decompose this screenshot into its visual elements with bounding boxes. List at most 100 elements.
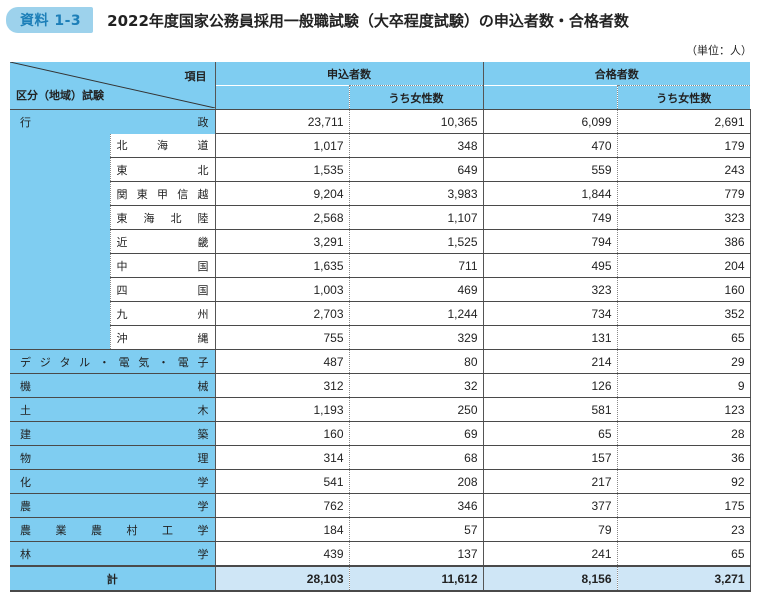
value-cell: 312 xyxy=(215,373,350,398)
value-cell: 28 xyxy=(617,421,751,446)
label-char: 学 xyxy=(197,475,209,489)
value-cell: 250 xyxy=(349,397,484,422)
value-cell: 2,703 xyxy=(215,301,350,326)
value-cell: 439 xyxy=(215,541,350,567)
value-cell: 711 xyxy=(349,253,484,278)
table-row: 東 海 北 陸 2,568 1,107 749 323 xyxy=(10,205,751,230)
row-label: 機械 xyxy=(10,373,216,398)
passers-total-subheader xyxy=(483,85,618,110)
value-cell: 65 xyxy=(617,541,751,567)
value-cell: 160 xyxy=(617,277,751,302)
row-label: 建築 xyxy=(10,421,216,446)
value-cell: 1,017 xyxy=(215,133,350,158)
value-cell: 36 xyxy=(617,445,751,470)
label-char: 農 xyxy=(20,523,31,537)
value-cell: 32 xyxy=(349,373,484,398)
label-char: 東 xyxy=(136,187,148,201)
value-cell: 23,711 xyxy=(215,109,350,134)
row-indent xyxy=(10,205,110,230)
label-char: 化 xyxy=(20,475,31,489)
label-char: ル xyxy=(79,355,91,369)
applicants-female-subheader: うち女性数 xyxy=(348,85,484,110)
label-char: 国 xyxy=(197,283,209,297)
label-char: 工 xyxy=(162,523,173,537)
page-title: 2022年度国家公務員採用一般職試験（大卒程度試験）の申込者数・合格者数 xyxy=(107,11,629,30)
value-cell: 1,535 xyxy=(215,157,350,182)
total-label: 計 xyxy=(10,565,216,592)
value-cell: 749 xyxy=(483,205,618,230)
row-label: 林学 xyxy=(10,541,216,567)
total-value: 8,156 xyxy=(483,565,618,592)
value-cell: 208 xyxy=(349,469,484,494)
value-cell: 157 xyxy=(483,445,618,470)
value-cell: 323 xyxy=(617,205,751,230)
label-char: 物 xyxy=(20,451,31,465)
label-char: 国 xyxy=(197,259,209,273)
applicants-header: 申込者数 xyxy=(215,62,484,86)
value-cell: 69 xyxy=(349,421,484,446)
row-label: 行政 xyxy=(10,109,216,134)
row-label: 東海北陸 xyxy=(109,205,216,230)
label-char: 九 xyxy=(116,307,128,321)
value-cell: 386 xyxy=(617,229,751,254)
value-cell: 495 xyxy=(483,253,618,278)
label-char: 近 xyxy=(116,235,128,249)
value-cell: 131 xyxy=(483,325,618,350)
label-char: 海 xyxy=(157,139,168,153)
table-row: 関東甲信越 9,204 3,983 1,844 779 xyxy=(10,181,751,206)
table-row: 北 海 道 1,017 348 470 179 xyxy=(10,133,751,158)
table-row: 土木 1,193 250 581 123 xyxy=(10,397,751,422)
label-char: 道 xyxy=(197,139,209,153)
value-cell: 9,204 xyxy=(215,181,350,206)
value-cell: 2,691 xyxy=(617,109,751,134)
table-row: 沖縄 755 329 131 65 xyxy=(10,325,751,350)
table-row: 行政 23,711 10,365 6,099 2,691 xyxy=(10,109,751,134)
table-row: 四国 1,003 469 323 160 xyxy=(10,277,751,302)
corner-top-label: 項目 xyxy=(184,70,207,83)
label-char: 子 xyxy=(197,355,209,369)
value-cell: 10,365 xyxy=(349,109,484,134)
value-cell: 779 xyxy=(617,181,751,206)
label-char: 学 xyxy=(197,523,209,537)
corner-diagonal xyxy=(10,62,214,108)
total-value: 3,271 xyxy=(617,565,751,592)
label-char: ・ xyxy=(158,355,170,369)
applicants-total-subheader xyxy=(215,85,350,110)
value-cell: 329 xyxy=(349,325,484,350)
corner-bottom-label: 区分（地域）試験 xyxy=(16,89,104,102)
value-cell: 9 xyxy=(617,373,751,398)
value-cell: 175 xyxy=(617,493,751,518)
value-cell: 184 xyxy=(215,517,350,542)
value-cell: 541 xyxy=(215,469,350,494)
label-char: 中 xyxy=(116,259,128,273)
value-cell: 6,099 xyxy=(483,109,618,134)
value-cell: 217 xyxy=(483,469,618,494)
label-char: 政 xyxy=(197,115,209,129)
row-label: 農学 xyxy=(10,493,216,518)
row-label: 四国 xyxy=(109,277,216,302)
row-indent xyxy=(10,181,110,206)
value-cell: 487 xyxy=(215,349,350,374)
label-char: 北 xyxy=(116,139,128,153)
value-cell: 65 xyxy=(483,421,618,446)
label-char: 機 xyxy=(20,379,31,393)
value-cell: 1,003 xyxy=(215,277,350,302)
value-cell: 1,635 xyxy=(215,253,350,278)
row-label: 中国 xyxy=(109,253,216,278)
label-char: 北 xyxy=(197,163,209,177)
row-label: 関東甲信越 xyxy=(109,181,216,206)
value-cell: 80 xyxy=(349,349,484,374)
label-char: 北 xyxy=(170,211,182,225)
label-char: ジ xyxy=(39,355,51,369)
label-char: デ xyxy=(20,355,31,369)
label-char: 行 xyxy=(20,115,31,129)
material-badge: 資料 1-3 xyxy=(6,7,94,33)
row-indent xyxy=(10,325,110,350)
value-cell: 241 xyxy=(483,541,618,567)
label-char: ・ xyxy=(98,355,110,369)
value-cell: 3,983 xyxy=(349,181,484,206)
value-cell: 323 xyxy=(483,277,618,302)
value-cell: 734 xyxy=(483,301,618,326)
label-char: 建 xyxy=(20,427,31,441)
label-char: 甲 xyxy=(157,187,168,201)
